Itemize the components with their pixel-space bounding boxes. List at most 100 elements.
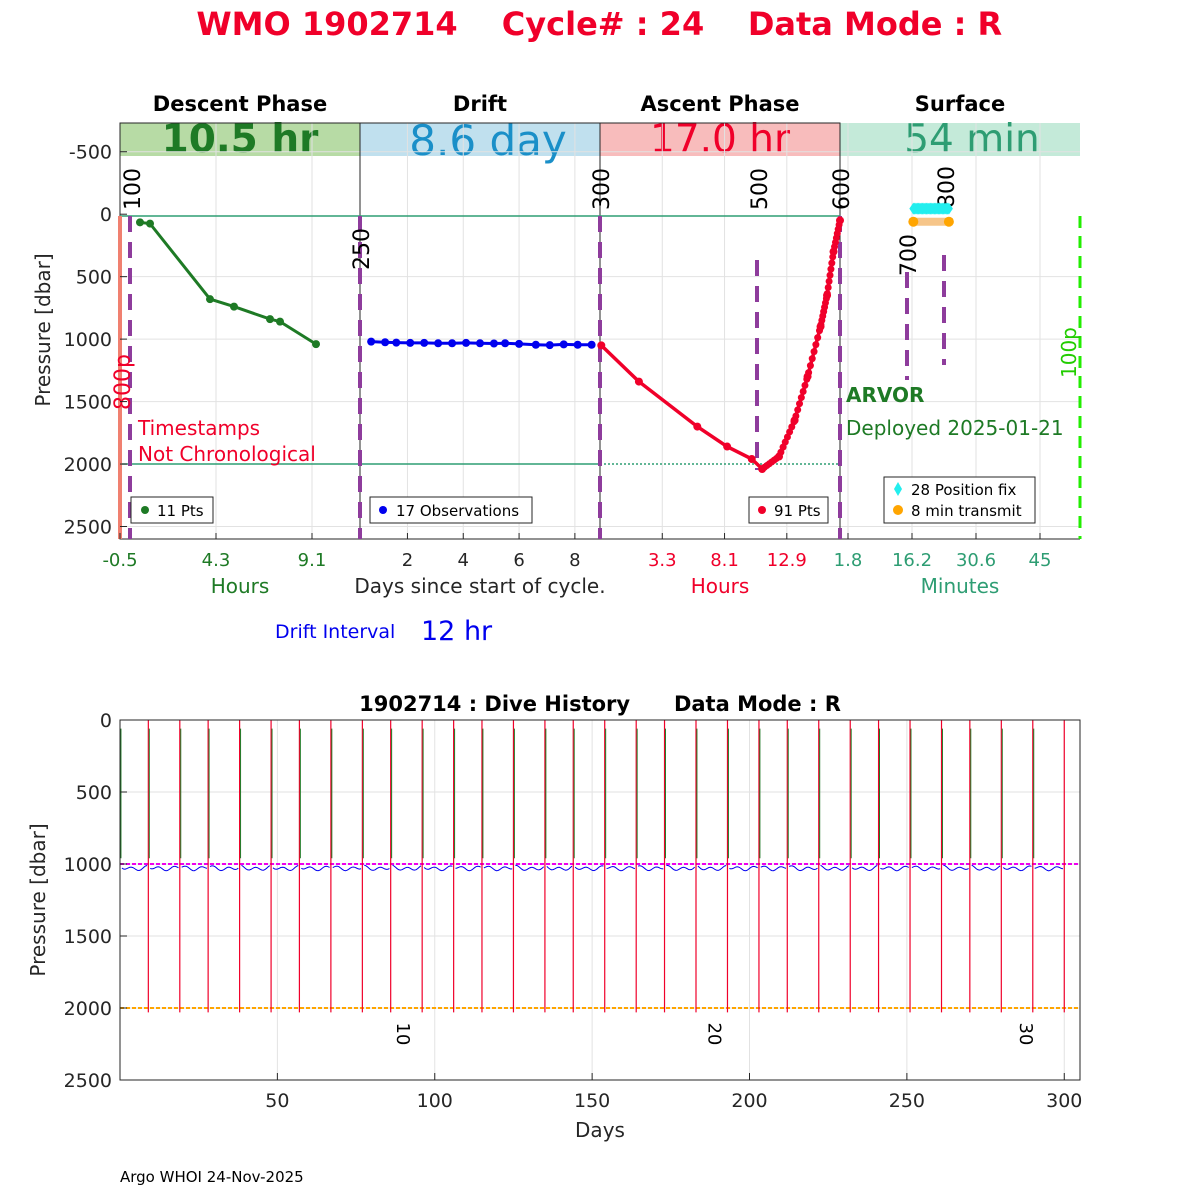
ascent-point (801, 381, 809, 389)
ascent-point (597, 341, 606, 350)
phase-name-drift: Drift (453, 92, 507, 116)
drift-point (559, 340, 568, 349)
cycle-y-tick-label: 1500 (64, 392, 112, 414)
cycle-x-tick-label-surface: 16.2 (892, 550, 932, 571)
ascent-point (827, 265, 835, 273)
label-100p: 100p (1057, 327, 1081, 378)
drift-point (406, 338, 415, 347)
ascent-series (597, 216, 844, 474)
ascent-point (816, 327, 824, 335)
drift-trace (272, 865, 299, 872)
cycle-number-label: 30 (1015, 1022, 1036, 1045)
ascent-point (693, 422, 702, 431)
phase-band-ascent (600, 123, 840, 156)
drift-trace (820, 864, 850, 871)
phase-duration-drift: 8.6 day (409, 116, 566, 165)
legend-drift-text: 17 Observations (396, 502, 519, 520)
legend-fix-marker (894, 482, 902, 496)
drift-trace (697, 865, 727, 871)
warning-line-1: Timestamps (137, 416, 260, 440)
drift-point (434, 339, 443, 348)
drift-point (462, 338, 471, 347)
ascent-x-label: Hours (691, 574, 750, 598)
ascent-point (829, 253, 837, 261)
cycle-x-tick-label-ascent: 12.9 (767, 550, 807, 571)
cycle-x-tick-label-drift: 6 (513, 550, 524, 571)
drift-trace (455, 865, 481, 872)
drift-trace (150, 865, 179, 872)
legend-fix-text: 28 Position fix (911, 481, 1016, 499)
history-y-axis: 0 500 1000 1500 2000 2500 (64, 710, 127, 1092)
ascent-point (797, 394, 805, 402)
drift-trace (483, 865, 513, 872)
drift-trace (666, 865, 696, 871)
drift-trace (789, 865, 818, 872)
drift-trace (971, 864, 1001, 871)
figure-title-data-mode: Data Mode : R (748, 5, 1002, 43)
label-800p: 800p (111, 354, 136, 410)
legend-surface: 28 Position fix 8 min transmit (883, 476, 1036, 524)
legend-drift-marker (379, 506, 387, 514)
panel-frame-drift (359, 122, 601, 540)
phase-band-descent (120, 123, 360, 156)
panel-frame-ascent (599, 122, 841, 540)
ascent-point (825, 277, 833, 285)
phase-duration-descent: 10.5 hr (162, 117, 320, 162)
ascent-point (792, 412, 800, 420)
history-y-axis-label: Pressure [dbar] (26, 823, 50, 976)
legend-descent: 11 Pts (130, 496, 214, 524)
phase-duration-ascent: 17.0 hr (650, 117, 791, 162)
legend-ascent-marker (758, 506, 766, 514)
history-y-tick-label: 2500 (64, 1070, 112, 1092)
dive-history-chart: 1902714 : Dive History Data Mode : R 10 2… (26, 692, 1082, 1142)
drift-trace (574, 865, 604, 872)
drift-point (392, 338, 401, 347)
cycle-y-tick-label: 1000 (64, 329, 112, 351)
drift-trace (301, 865, 330, 872)
history-title: 1902714 : Dive History Data Mode : R (359, 692, 841, 716)
drift-x-label: Days since start of cycle. (354, 574, 605, 598)
drift-series (367, 337, 596, 350)
ascent-point (803, 375, 811, 383)
drift-trace (364, 864, 390, 871)
legend-transmit-marker (893, 505, 903, 515)
drift-point (381, 338, 390, 347)
descent-point (146, 219, 154, 228)
cycle-x-tick-label-surface: 30.6 (956, 550, 996, 571)
panel-frame-descent (119, 122, 361, 540)
cycle-y-tick-label: -500 (69, 142, 112, 164)
drift-point (489, 339, 498, 348)
history-x-tick-label: 250 (889, 1090, 925, 1112)
cycle-x-tick-label-descent: -0.5 (102, 550, 137, 571)
phase-name-surface: Surface (915, 92, 1005, 116)
ascent-point (814, 334, 822, 342)
descent-line (139, 220, 317, 346)
drift-point (573, 340, 582, 349)
descent-series (136, 218, 320, 349)
ascent-point (824, 284, 832, 292)
drift-trace (637, 865, 664, 872)
drift-interval-value: 12 hr (421, 616, 493, 647)
cycle-x-tick-label-drift: 8 (569, 550, 580, 571)
ascent-point (812, 341, 820, 349)
drift-trace (760, 865, 787, 872)
ascent-point (808, 355, 816, 363)
descent-x-label: Hours (211, 574, 270, 598)
label-800: 800 (935, 166, 960, 208)
legend-ascent-text: 91 Pts (774, 502, 821, 520)
position-fix-marker (944, 202, 953, 215)
warning-line-2: Not Chronological (138, 442, 316, 466)
cycle-x-tick-label-descent: 9.1 (298, 550, 327, 571)
drift-trace (1002, 865, 1032, 872)
history-y-tick-label: 2000 (64, 998, 112, 1020)
descent-point (266, 315, 274, 324)
ascent-line (600, 220, 842, 472)
cycle-y-axis: -500 0 500 1000 1500 2000 2500 (64, 142, 127, 539)
label-250: 250 (350, 228, 375, 270)
phase-name-descent: Descent Phase (153, 92, 327, 116)
history-x-axis: 50 100 150 200 250 300 (265, 1073, 1082, 1112)
drift-point (587, 340, 596, 349)
ascent-point (634, 377, 643, 386)
drift-point (531, 340, 540, 349)
